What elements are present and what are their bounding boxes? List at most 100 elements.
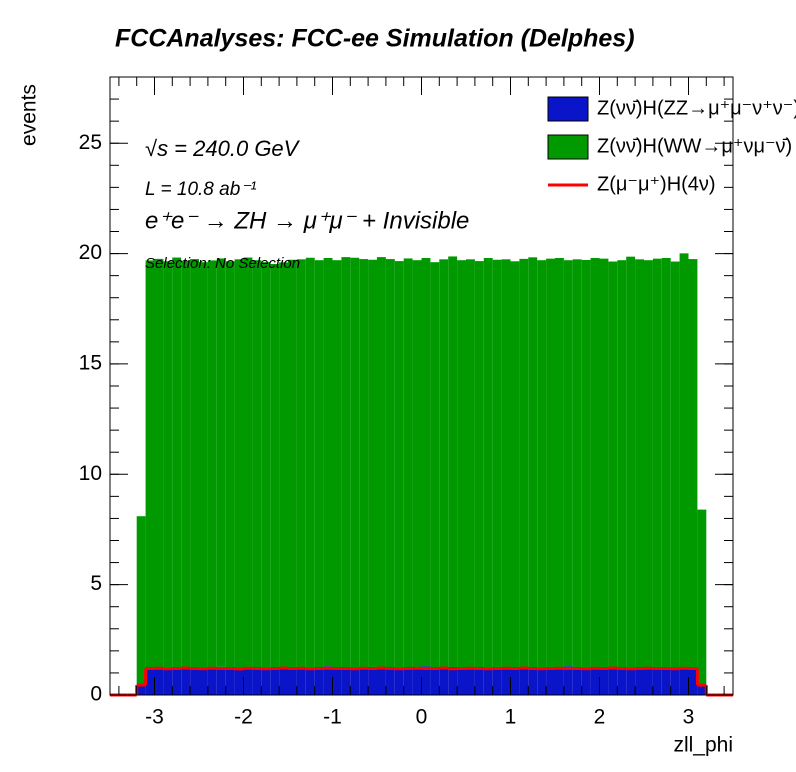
bar <box>359 259 369 668</box>
bar <box>181 260 191 668</box>
bar <box>528 257 538 668</box>
bar <box>466 259 475 668</box>
bar <box>466 667 475 695</box>
bar <box>563 666 573 695</box>
y-tick-label: 0 <box>90 683 102 706</box>
bar <box>154 667 164 695</box>
bar <box>474 667 484 695</box>
y-tick-label: 25 <box>79 131 102 154</box>
bar <box>270 263 280 668</box>
bar <box>279 667 288 695</box>
bar <box>359 667 369 695</box>
bar <box>350 257 360 668</box>
bar <box>617 260 627 668</box>
bar <box>555 257 564 668</box>
bar <box>136 683 146 695</box>
bar <box>350 667 360 695</box>
bar <box>652 666 662 695</box>
bar <box>305 667 315 695</box>
legend-label: Z(μ⁻μ⁺)H(4ν) <box>597 173 716 195</box>
bar <box>688 667 698 695</box>
chart-title: FCCAnalyses: FCC-ee Simulation (Delphes) <box>115 25 635 53</box>
annotation: L = 10.8 ab⁻¹ <box>145 179 257 200</box>
bar <box>136 516 146 684</box>
bar <box>323 666 333 695</box>
bar <box>394 667 404 695</box>
bar <box>323 257 333 667</box>
bar <box>670 667 680 695</box>
bar <box>145 667 155 695</box>
bar <box>314 667 324 695</box>
bar <box>243 666 253 695</box>
bar <box>261 262 271 668</box>
bar <box>154 258 164 668</box>
bar <box>234 667 244 695</box>
bar <box>501 667 511 695</box>
bar <box>288 259 297 667</box>
legend-swatch <box>547 134 589 160</box>
bar <box>145 260 155 668</box>
bar <box>439 259 449 668</box>
bar <box>546 666 555 695</box>
bar <box>394 261 404 668</box>
bar <box>590 257 600 668</box>
bar <box>679 667 689 695</box>
bar <box>190 259 199 668</box>
bar <box>599 666 609 695</box>
bar <box>216 258 226 667</box>
bar <box>207 667 217 695</box>
bar <box>670 261 680 668</box>
bar <box>190 667 199 695</box>
bar <box>626 256 636 668</box>
bar <box>617 667 627 695</box>
bar <box>181 667 191 695</box>
bar <box>537 260 547 668</box>
bar <box>457 667 466 695</box>
x-tick-label: -1 <box>323 706 342 729</box>
bar <box>537 667 547 695</box>
bar <box>207 260 217 668</box>
bar <box>172 257 182 667</box>
bar <box>519 667 529 695</box>
bar <box>412 260 422 668</box>
annotation: Selection: No Selection <box>145 255 300 272</box>
annotation: √s = 240.0 GeV <box>145 136 301 161</box>
y-tick-label: 15 <box>79 351 102 374</box>
y-axis-label: events <box>18 84 41 146</box>
bar <box>430 262 440 668</box>
bar <box>261 667 271 695</box>
bar <box>385 259 395 668</box>
bar <box>288 666 297 695</box>
annotation: e⁺e⁻ → ZH → μ⁺μ⁻ + Invisible <box>145 207 469 234</box>
bar <box>457 260 466 668</box>
bar <box>572 259 582 668</box>
bar <box>225 667 235 695</box>
bar <box>510 667 520 695</box>
bar <box>412 667 422 695</box>
bar <box>439 667 449 695</box>
bar <box>234 259 244 668</box>
bar <box>421 666 431 695</box>
bar <box>644 667 653 695</box>
bar <box>430 667 440 695</box>
x-tick-label: 2 <box>594 706 606 729</box>
bar <box>163 261 173 668</box>
x-axis-label: zll_phi <box>673 734 733 757</box>
bar <box>528 667 538 695</box>
bar <box>652 258 662 667</box>
bar <box>341 257 351 668</box>
bar <box>697 509 707 684</box>
bar <box>626 667 636 695</box>
bar <box>332 667 342 695</box>
bar <box>252 260 262 668</box>
bar <box>688 259 698 668</box>
bar <box>332 260 342 668</box>
bar <box>368 666 377 695</box>
bar <box>572 667 582 695</box>
bar <box>590 667 600 695</box>
bar <box>644 260 653 668</box>
y-tick-label: 20 <box>79 241 102 264</box>
bar <box>608 261 618 668</box>
bar <box>421 257 431 667</box>
bar <box>279 262 288 668</box>
